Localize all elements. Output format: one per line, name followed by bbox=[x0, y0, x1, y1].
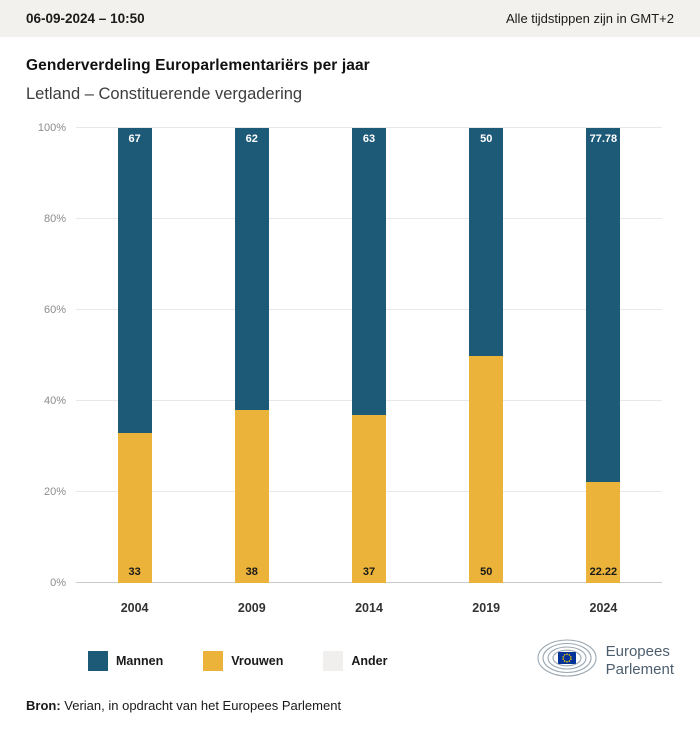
x-axis: 2004 2009 2014 2019 2024 bbox=[76, 583, 662, 615]
segment-mannen-2004[interactable]: 67 bbox=[117, 128, 152, 433]
stacked-bar-2004[interactable]: 67 33 bbox=[117, 128, 152, 583]
segment-value-label: 77.78 bbox=[589, 133, 618, 146]
logo-text: Europees Parlement bbox=[606, 643, 674, 678]
segment-vrouwen-2009[interactable]: 38 bbox=[234, 410, 269, 583]
segment-vrouwen-2014[interactable]: 37 bbox=[352, 414, 386, 583]
ep-hemicycle-icon bbox=[536, 637, 598, 684]
segment-value-label: 37 bbox=[362, 566, 376, 578]
y-tick-label: 20% bbox=[43, 486, 66, 498]
y-tick-label: 0% bbox=[50, 577, 66, 589]
bar-group-2009: 62 38 bbox=[193, 128, 310, 583]
bar-group-2024: 77.78 22.22 bbox=[545, 128, 662, 583]
legend-label: Vrouwen bbox=[231, 653, 284, 668]
y-tick-label: 100% bbox=[37, 122, 66, 134]
legend-item-vrouwen[interactable]: Vrouwen bbox=[203, 650, 284, 671]
segment-vrouwen-2004[interactable]: 33 bbox=[117, 432, 152, 583]
plot-area: 67 33 62 38 63 37 50 50 77.78 22.22 bbox=[76, 127, 662, 583]
x-tick-label-2014: 2014 bbox=[355, 601, 383, 615]
y-tick-label: 60% bbox=[43, 304, 66, 316]
segment-mannen-2019[interactable]: 50 bbox=[469, 128, 504, 356]
stacked-bar-2024[interactable]: 77.78 22.22 bbox=[586, 128, 621, 583]
timezone-note: Alle tijdstippen zijn in GMT+2 bbox=[506, 11, 674, 26]
source-label: Bron: bbox=[26, 698, 61, 713]
bar-group-2019: 50 50 bbox=[428, 128, 545, 583]
datetime-label: 06-09-2024 – 10:50 bbox=[26, 11, 145, 26]
source-note: Bron: Verian, in opdracht van het Europe… bbox=[0, 684, 700, 713]
y-tick-label: 40% bbox=[43, 395, 66, 407]
legend-item-ander[interactable]: Ander bbox=[323, 650, 388, 671]
page-title: Genderverdeling Europarlementariërs per … bbox=[26, 57, 370, 74]
bars-container: 67 33 62 38 63 37 50 50 77.78 22.22 bbox=[76, 128, 662, 583]
header: Genderverdeling Europarlementariërs per … bbox=[0, 37, 700, 104]
logo-text-line2: Parlement bbox=[605, 660, 674, 678]
legend-swatch-mannen bbox=[88, 650, 108, 671]
segment-value-label: 62 bbox=[245, 133, 258, 146]
topbar: 06-09-2024 – 10:50 Alle tijdstippen zijn… bbox=[0, 0, 700, 37]
source-text: Verian, in opdracht van het Europees Par… bbox=[60, 698, 342, 713]
legend-swatch-vrouwen bbox=[203, 650, 224, 671]
page-subtitle: Letland – Constituerende vergadering bbox=[26, 85, 303, 103]
x-tick-label-2009: 2009 bbox=[237, 601, 266, 615]
segment-vrouwen-2019[interactable]: 50 bbox=[469, 355, 504, 583]
segment-mannen-2024[interactable]: 77.78 bbox=[586, 128, 621, 482]
bar-group-2014: 63 37 bbox=[310, 128, 427, 583]
segment-mannen-2014[interactable]: 63 bbox=[352, 128, 386, 415]
bar-group-2004: 67 33 bbox=[76, 128, 193, 583]
logo-text-line1: Europees bbox=[605, 643, 670, 661]
legend-label: Mannen bbox=[116, 653, 164, 668]
stacked-bar-chart: 0% 20% 40% 60% 80% 100% 67 33 62 38 63 37 50 50 77.78… bbox=[26, 122, 662, 615]
y-axis: 0% 20% 40% 60% 80% 100% bbox=[26, 122, 76, 589]
gridline bbox=[76, 127, 662, 128]
stacked-bar-2019[interactable]: 50 50 bbox=[469, 128, 504, 583]
segment-value-label: 67 bbox=[128, 133, 141, 146]
stacked-bar-2014[interactable]: 63 37 bbox=[352, 128, 386, 583]
x-tick-label-2019: 2019 bbox=[472, 601, 501, 615]
segment-value-label: 22.22 bbox=[589, 566, 618, 578]
segment-mannen-2009[interactable]: 62 bbox=[234, 128, 269, 411]
legend-item-mannen[interactable]: Mannen bbox=[88, 650, 164, 671]
x-tick-label-2004: 2004 bbox=[120, 601, 149, 615]
y-tick-label: 80% bbox=[43, 213, 66, 225]
segment-vrouwen-2024[interactable]: 22.22 bbox=[586, 481, 621, 583]
segment-value-label: 50 bbox=[480, 133, 493, 145]
segment-value-label: 38 bbox=[245, 566, 258, 578]
segment-value-label: 50 bbox=[480, 566, 493, 578]
legend-label: Ander bbox=[351, 653, 388, 668]
legend-swatch-ander bbox=[323, 650, 344, 671]
legend: Mannen Vrouwen Ander bbox=[88, 650, 388, 671]
x-tick-label-2024: 2024 bbox=[589, 601, 618, 615]
european-parliament-logo: Europees Parlement bbox=[536, 637, 674, 684]
bottom-row: Mannen Vrouwen Ander bbox=[26, 637, 674, 684]
segment-value-label: 33 bbox=[128, 566, 141, 578]
segment-value-label: 63 bbox=[362, 133, 376, 146]
stacked-bar-2009[interactable]: 62 38 bbox=[234, 128, 269, 583]
